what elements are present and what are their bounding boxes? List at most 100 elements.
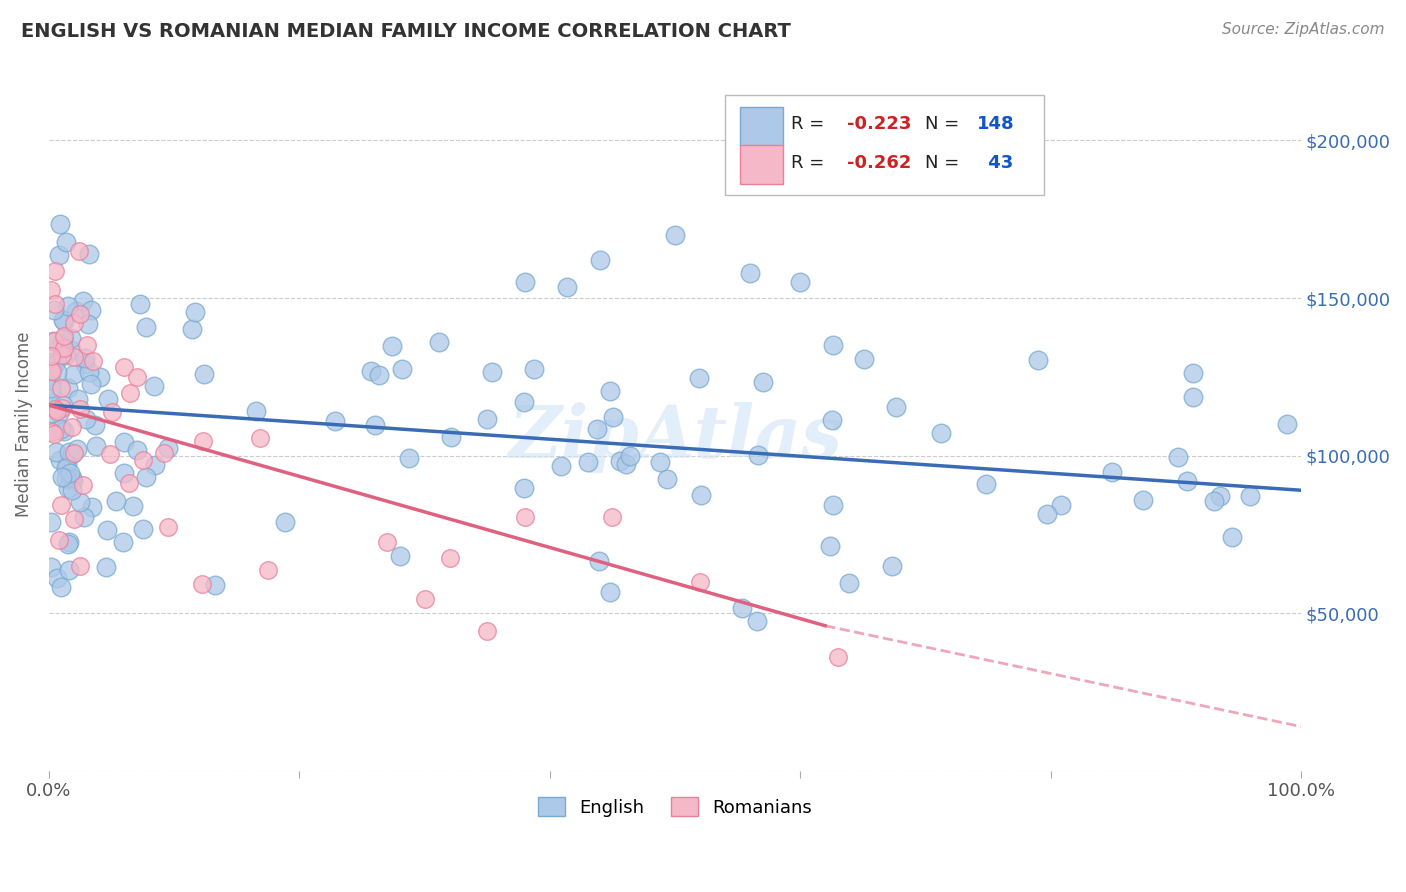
Point [273,515,295,529]
Point [388,549,411,564]
Point [76,338,98,352]
Point [41,560,63,574]
Point [49,381,72,395]
Point [193,367,215,381]
Point [63,512,86,526]
Point [42,354,65,368]
Point [66,442,89,457]
Point [112,535,135,549]
Point [60,446,83,460]
Point [1220,530,1243,544]
Legend: English, Romanians: English, Romanians [530,790,820,824]
Point [42,302,65,317]
Point [41,515,63,529]
Point [1181,390,1204,404]
Point [41,396,63,410]
FancyBboxPatch shape [740,145,783,184]
Point [120,386,142,401]
Point [745,614,768,628]
Point [63,316,86,330]
Point [65,303,87,318]
Point [49,498,72,512]
Point [157,441,180,455]
Point [67,244,90,258]
Text: 43: 43 [981,153,1012,171]
Point [752,375,775,389]
Point [49,217,72,231]
Point [59,466,82,480]
Point [363,418,385,433]
Point [602,510,624,524]
Point [609,454,631,468]
Point [41,381,63,395]
Point [118,475,141,490]
Point [602,409,624,424]
Point [101,405,124,419]
Point [153,446,176,460]
Point [105,494,128,508]
Point [41,406,63,420]
Text: -0.262: -0.262 [846,153,911,171]
Point [52,424,75,438]
Point [368,368,391,383]
Point [72,510,94,524]
Point [69,401,91,416]
Text: Source: ZipAtlas.com: Source: ZipAtlas.com [1222,22,1385,37]
Point [72,477,94,491]
Point [731,601,754,615]
Point [73,358,96,372]
Point [112,466,135,480]
Point [69,495,91,509]
Point [375,534,398,549]
Point [204,578,226,592]
Point [614,457,637,471]
Point [821,338,844,352]
Point [82,354,104,368]
Point [42,334,65,348]
FancyBboxPatch shape [740,107,783,146]
Point [55,348,77,362]
Point [360,364,382,378]
Text: N =: N = [925,153,966,171]
Point [747,448,769,462]
Point [51,348,73,362]
Point [77,365,100,379]
Point [976,476,998,491]
Point [1050,498,1073,512]
Point [52,332,75,346]
Point [481,365,503,379]
Point [72,293,94,308]
Point [55,235,77,249]
Text: N =: N = [925,115,966,133]
Point [52,341,75,355]
Point [789,275,811,289]
Point [1275,417,1298,432]
Point [45,444,67,458]
Point [125,443,148,458]
Point [41,425,63,439]
Point [46,571,69,585]
Point [48,405,70,419]
Point [439,551,461,566]
Point [77,246,100,260]
Point [42,426,65,441]
Point [94,560,117,574]
Point [60,483,83,497]
Point [589,253,612,268]
Point [58,445,80,459]
Point [439,430,461,444]
Point [53,328,76,343]
Point [44,263,66,277]
Point [56,457,79,471]
Point [51,470,73,484]
Point [44,357,66,371]
Point [51,401,73,415]
Point [323,414,346,428]
Point [838,576,860,591]
Point [882,558,904,573]
Point [135,470,157,484]
Point [599,384,621,398]
Point [1132,492,1154,507]
Point [1036,508,1059,522]
Point [82,500,104,515]
